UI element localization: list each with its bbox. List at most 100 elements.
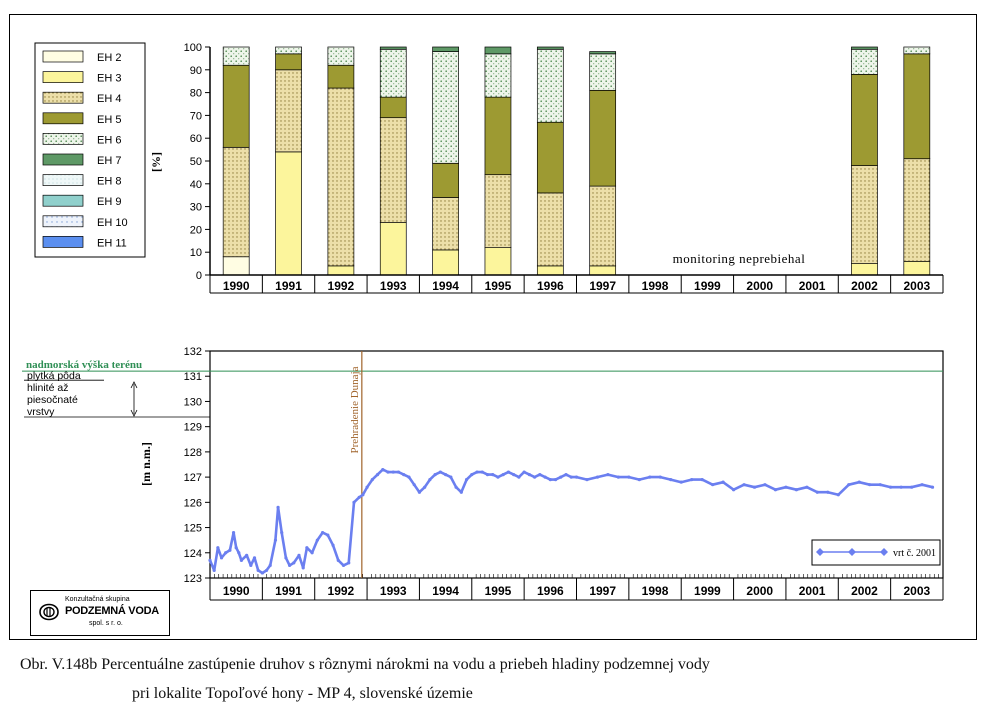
bar-segment-eh3: [589, 265, 617, 276]
y-tick-label: 100: [184, 42, 202, 54]
y-tick-label: 132: [184, 346, 202, 358]
series-point: [868, 483, 872, 487]
series-point: [260, 571, 264, 575]
bar-segment-eh6: [222, 46, 250, 66]
x-tick-label: 1999: [694, 584, 721, 598]
bar-segment-eh5: [222, 64, 250, 148]
series-point: [721, 480, 725, 484]
series-point: [365, 485, 369, 489]
y-tick-label: 90: [190, 65, 202, 77]
series-point: [847, 483, 851, 487]
line-legend-label: vrt č. 2001: [893, 548, 936, 559]
bar-segment-eh5: [484, 96, 512, 176]
series-point: [433, 472, 437, 477]
series-point: [407, 475, 411, 479]
series-point: [264, 568, 269, 573]
series-point: [878, 483, 882, 487]
series-point: [470, 472, 474, 477]
series-point: [310, 551, 314, 555]
logo-line3: spol. s r. o.: [89, 620, 123, 627]
series-point: [315, 538, 319, 542]
x-tick-label: 1991: [275, 584, 302, 598]
series-point: [889, 485, 893, 489]
y-tick-label: 131: [184, 371, 202, 383]
bar-segment-eh7: [589, 51, 617, 55]
series-point: [237, 551, 241, 555]
bar-segment-eh4: [851, 165, 878, 264]
x-tick-label: 1999: [694, 279, 721, 293]
bar-segment-eh7: [536, 46, 564, 50]
series-point: [857, 480, 861, 484]
series-point: [784, 485, 788, 489]
y-tick-label: 126: [184, 497, 202, 509]
series-point: [224, 551, 228, 555]
series-point: [412, 483, 416, 487]
y-tick-label: 0: [196, 270, 202, 282]
x-tick-label: 1995: [485, 584, 512, 598]
series-point: [438, 470, 442, 474]
series-point: [234, 546, 238, 550]
x-tick-label: 1996: [537, 584, 564, 598]
series-point: [669, 478, 673, 482]
layer-arrow-down-icon: [130, 409, 138, 417]
series-point: [517, 475, 521, 479]
bar-segment-eh5: [275, 53, 302, 71]
series-point: [501, 472, 505, 477]
bar-segment-eh6: [484, 53, 512, 98]
series-point: [239, 558, 244, 562]
bar-segment-eh3: [327, 265, 355, 276]
y-tick-label: 10: [190, 247, 202, 259]
bar-segment-eh6: [275, 46, 302, 55]
series-point: [731, 488, 736, 492]
series-point: [375, 472, 380, 477]
series-point: [386, 470, 390, 474]
series-point: [391, 470, 395, 474]
groundwater-line-chart: 123 124 125 126 127 128 129 130 131 132 [m n.m.] 19…: [22, 346, 944, 601]
layer-label: vrstvy: [27, 406, 55, 418]
series-point: [459, 490, 463, 494]
series-point: [506, 470, 511, 474]
legend-label: EH 6: [97, 134, 121, 146]
legend-swatch: [42, 91, 84, 104]
series-point: [548, 478, 552, 482]
series-point: [679, 480, 683, 484]
x-tick-label: 1998: [642, 584, 669, 598]
series-point: [297, 553, 301, 557]
series-point: [454, 485, 458, 489]
series-point: [533, 475, 537, 479]
series-point: [231, 531, 236, 535]
y-tick-label: 125: [184, 523, 202, 535]
series-point: [252, 556, 257, 560]
x-tick-label: 1990: [223, 584, 250, 598]
legend-swatch: [42, 133, 84, 145]
series-point: [475, 470, 479, 474]
x-tick-label: 1990: [223, 279, 250, 293]
series-point: [527, 472, 531, 477]
series-point: [402, 472, 406, 477]
series-point: [690, 478, 694, 482]
y-tick-label: 80: [190, 88, 202, 100]
series-point: [773, 488, 778, 492]
legend-label: EH 4: [97, 93, 121, 105]
y-axis-title: [m n.m.]: [139, 442, 153, 486]
bar-segment-eh4: [327, 87, 355, 267]
series-point: [815, 490, 819, 494]
bar-segment-eh4: [903, 158, 931, 262]
legend-swatch: [42, 174, 84, 186]
legend-swatch: [42, 194, 84, 207]
line-legend-marker-icon: [816, 548, 824, 556]
series-point: [301, 566, 305, 570]
legend: EH 2 EH 3 EH 4 EH 5 EH 6 EH 7 EH 8 EH 9 EH 10 EH …: [34, 42, 146, 258]
y-tick-label: 60: [190, 133, 202, 145]
line-legend-marker-icon: [848, 548, 856, 556]
bar-segment-eh7: [484, 46, 512, 55]
bar-segment-eh4: [484, 174, 512, 248]
series-point: [287, 563, 292, 567]
bar-segment-eh2: [222, 256, 250, 276]
series-point: [616, 475, 620, 479]
legend-label: EH 8: [97, 176, 121, 188]
bar-segment-eh4: [379, 117, 407, 223]
series-point: [637, 478, 641, 482]
logo-line2: PODZEMNÁ VODA: [65, 605, 159, 617]
